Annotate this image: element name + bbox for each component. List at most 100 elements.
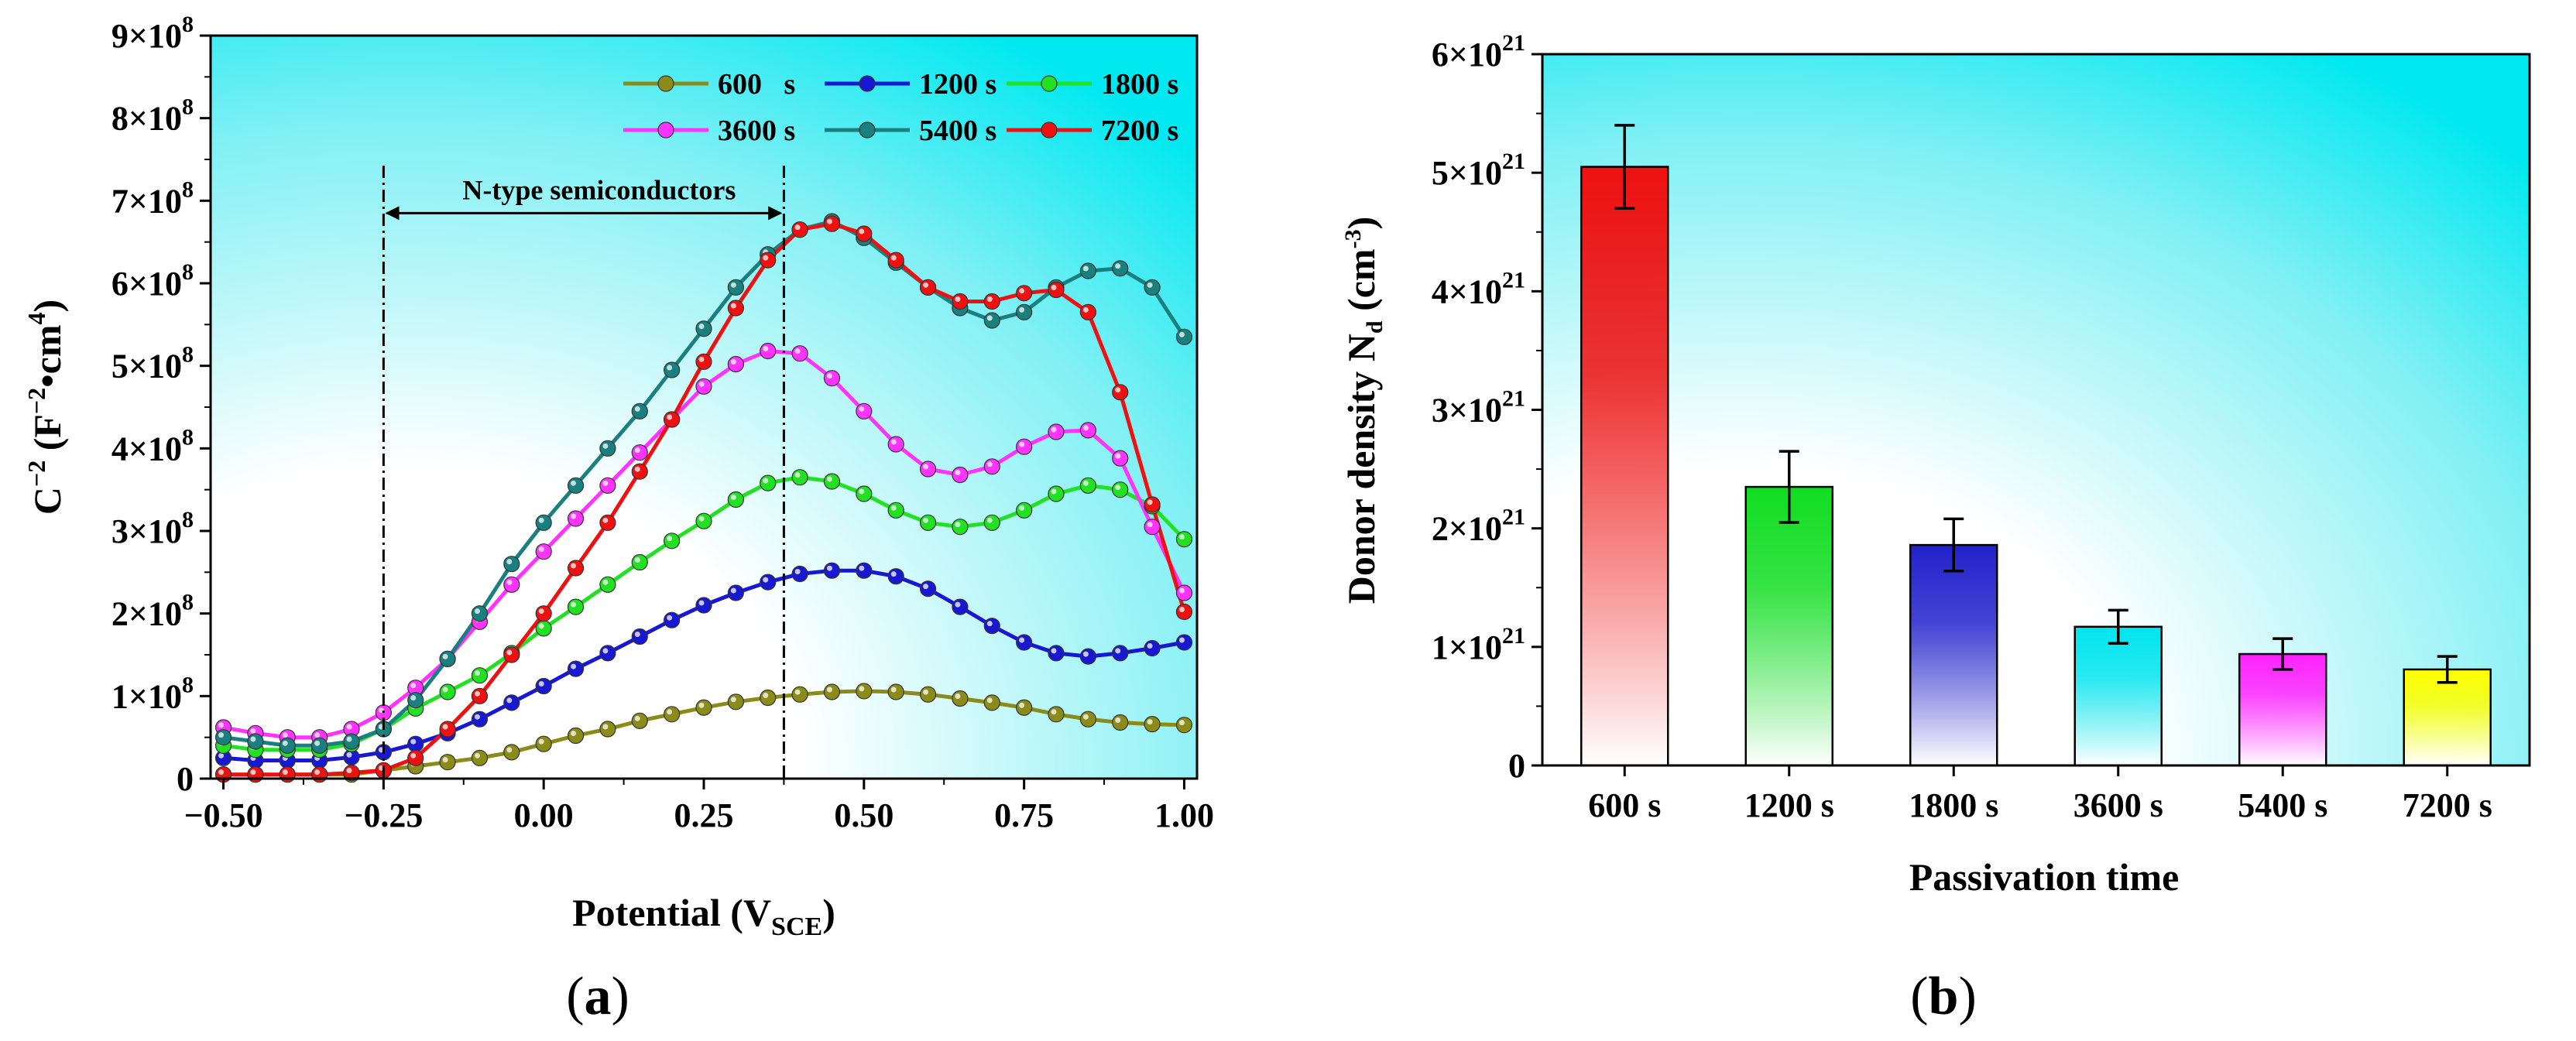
data-point-600s [664,706,681,723]
x-tick-label: 0.50 [834,796,894,834]
data-point-3600s [599,477,616,494]
data-point-7200s [919,279,937,296]
data-point-5400s [439,650,456,667]
data-point-7200s [407,749,424,766]
data-point-5400s [247,733,264,750]
data-point-600s [1048,706,1065,723]
data-point-7200s [823,215,841,232]
data-point-3600s [695,378,712,395]
data-point-5400s [279,737,296,754]
data-point-1800s [1112,481,1129,498]
data-point-3600s [1016,438,1033,455]
y-tick-label: 5×108 [111,342,194,385]
data-point-1200s [1016,634,1033,651]
data-point-600s [727,693,744,711]
data-point-7200s [887,252,904,269]
panel-a-x-axis-label: Potential (VSCE) [572,891,835,941]
data-point-1800s [887,502,904,519]
data-point-3600s [1144,519,1161,536]
bar-7200s [2403,668,2492,767]
bar-1200s [1744,485,1833,767]
data-point-7200s [631,463,648,480]
data-point-5400s [695,320,712,337]
data-point-3600s [983,458,1000,475]
y-tick-label: 1×108 [111,672,194,715]
data-point-1200s [1112,645,1129,662]
panel-b-x-ticks: 600 s 1200 s 1800 s 3600 s 5400 s 7200 s [1588,765,2492,824]
data-point-7200s [856,225,873,242]
x-tick-label: 1.00 [1154,796,1214,834]
annotation-text: N-type semiconductors [462,174,736,205]
data-point-7200s [503,646,520,663]
data-point-5400s [1144,279,1161,296]
data-point-3600s [1048,423,1065,440]
data-point-600s [631,712,648,729]
data-point-1800s [439,683,456,700]
data-point-1200s [631,628,648,645]
x-tick-label: 0.00 [514,796,574,834]
error-bar-7200s [2437,655,2458,684]
data-point-7200s [247,766,264,783]
data-point-1200s [407,735,424,752]
data-point-7200s [311,766,328,783]
data-point-7200s [343,764,360,782]
svg-text:1800 s: 1800 s [1101,68,1178,101]
y-tick-label: 9×108 [111,12,194,55]
legend-item-7200s: 7200 s [1007,115,1178,147]
svg-text:5400 s: 5400 s [919,115,996,147]
data-point-600s [535,735,552,752]
data-point-600s [599,721,616,738]
data-point-600s [791,686,808,703]
data-point-3600s [1079,422,1096,439]
data-point-1800s [471,667,489,684]
data-point-1800s [631,553,648,571]
y-tick-label: 0 [1508,747,1525,785]
x-tick-label: 0.75 [994,796,1054,834]
y-tick-label: 6×108 [111,259,194,303]
data-point-5400s [567,477,585,494]
data-point-1800s [535,620,552,637]
bar-1800s [1909,543,1998,767]
y-tick-label: 1×1021 [1432,623,1525,666]
data-point-1200s [535,677,552,695]
data-point-600s [439,754,456,771]
data-point-1800s [952,519,969,536]
data-point-7200s [471,687,489,704]
error-bar-1800s [1943,517,1964,573]
data-point-600s [1144,715,1161,733]
data-point-7200s [599,514,616,531]
y-tick-label: 6×1021 [1432,30,1525,74]
x-tick-label: 1200 s [1744,786,1834,824]
data-point-7200s [983,293,1000,310]
legend-item-600s: 600 s [623,68,795,101]
data-point-5400s [535,514,552,531]
data-point-1800s [1048,485,1065,502]
data-point-7200s [279,766,296,783]
data-point-5400s [471,605,489,622]
bar-600s [1580,166,1669,767]
panel-a-y-ticks: 0 1×108 2×108 3×108 4×108 5×108 6×108 7×108 8×10… [111,12,211,798]
svg-text:600 s: 600 s [718,68,795,101]
y-tick-label: 5×1021 [1432,149,1525,192]
y-tick-label: 0 [177,760,194,798]
panel-a-line-chart: N-type semiconductors −0.50 −0.25 0.00 0.25… [22,12,1214,1026]
data-point-1200s [567,660,585,677]
svg-text:1200 s: 1200 s [919,68,996,101]
data-point-3600s [631,444,648,461]
data-point-7200s [952,293,969,310]
data-point-5400s [631,402,648,419]
svg-text:3600 s: 3600 s [718,115,795,147]
data-point-1800s [727,491,744,509]
panel-b-y-ticks: 0 1×1021 2×1021 3×1021 4×1021 5×1021 6×1021 [1432,30,1542,785]
data-point-7200s [695,353,712,370]
panel-a-plot-background [211,36,1197,779]
y-tick-label: 2×1021 [1432,505,1525,548]
data-point-1800s [823,473,841,490]
x-tick-label: −0.25 [344,796,423,834]
data-point-7200s [727,300,744,317]
data-point-1200s [599,645,616,662]
data-point-5400s [214,729,232,746]
error-bar-1200s [1779,450,1799,524]
panel-a-reference-lines [382,166,785,779]
